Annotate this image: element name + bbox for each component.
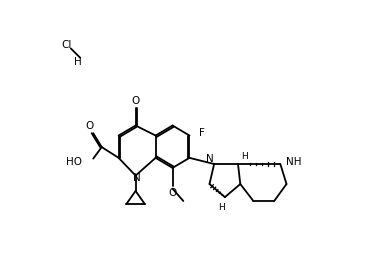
Text: F: F <box>199 128 205 138</box>
Text: NH: NH <box>286 157 302 167</box>
Text: O: O <box>168 187 177 198</box>
Text: H: H <box>74 57 82 67</box>
Text: O: O <box>132 96 140 106</box>
Text: HO: HO <box>66 158 82 168</box>
Text: N: N <box>206 154 214 164</box>
Text: H: H <box>217 203 224 212</box>
Text: Cl: Cl <box>61 40 72 50</box>
Text: O: O <box>85 121 94 131</box>
Text: H: H <box>241 152 248 161</box>
Text: N: N <box>133 173 141 183</box>
